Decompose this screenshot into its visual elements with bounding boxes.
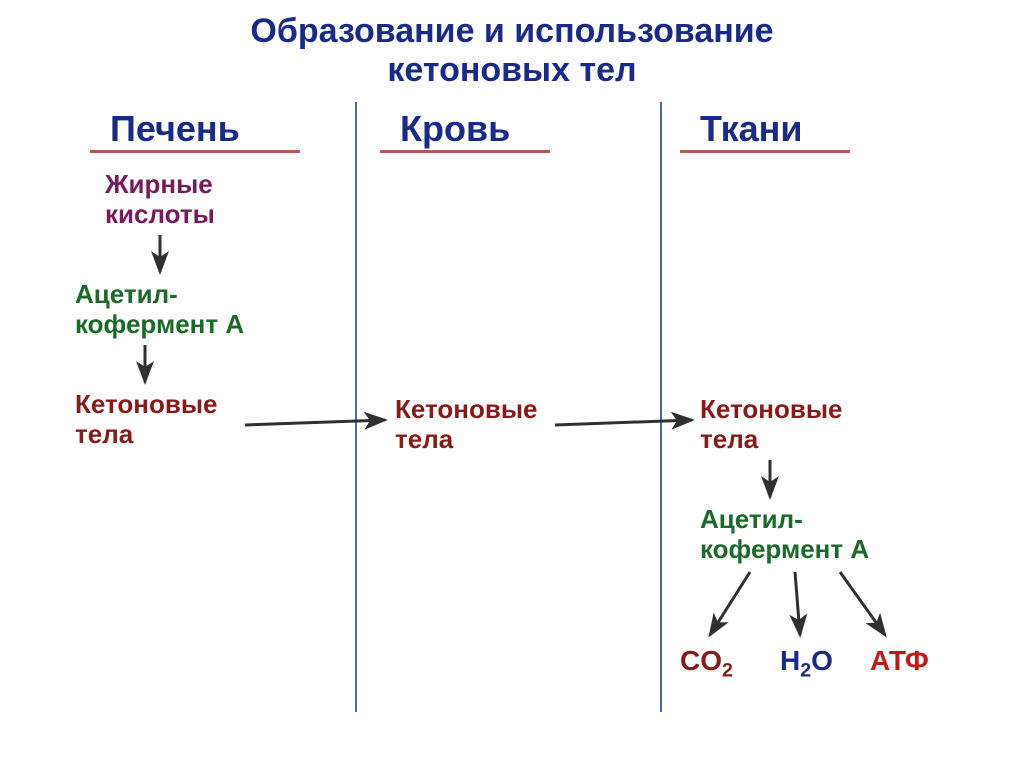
arrow-ketone2-to-ketone3: [555, 420, 692, 425]
arrow-acetyl2-to-h2o: [795, 572, 800, 635]
arrow-acetyl2-to-atp: [840, 572, 885, 635]
arrow-acetyl2-to-co2: [710, 572, 750, 635]
arrows-layer: [0, 0, 1024, 768]
diagram-canvas: { "title": { "line1": "Образование и исп…: [0, 0, 1024, 768]
arrow-ketone1-to-ketone2: [245, 420, 385, 425]
